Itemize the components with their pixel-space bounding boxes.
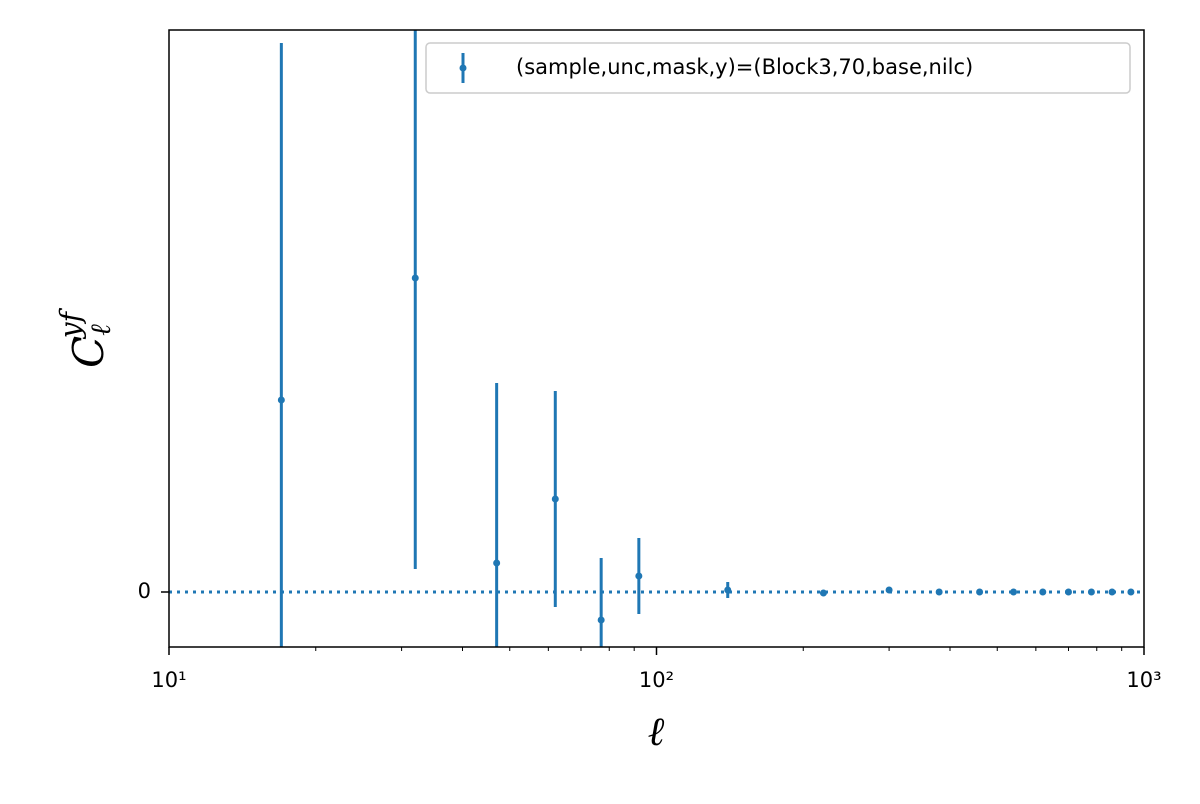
legend-box xyxy=(425,42,1131,94)
marker xyxy=(819,589,827,597)
marker xyxy=(1039,588,1047,596)
legend-label: (sample,unc,mask,y)=(Block3,70,base,nilc… xyxy=(516,55,973,79)
legend-marker xyxy=(459,64,467,72)
marker xyxy=(1064,588,1072,596)
y-axis-label: Cℓyf xyxy=(54,307,117,368)
marker xyxy=(1108,588,1116,596)
legend: (sample,unc,mask,y)=(Block3,70,base,nilc… xyxy=(425,42,1131,94)
marker xyxy=(1087,588,1095,596)
marker xyxy=(277,396,285,404)
axes-frame xyxy=(168,29,1145,648)
x-axis-label: ℓ xyxy=(648,709,665,755)
x-tick-label: 10² xyxy=(639,668,674,692)
marker xyxy=(724,586,732,594)
marker xyxy=(551,495,559,503)
y-label-sub: ℓ xyxy=(84,324,117,336)
y-label-sup: yf xyxy=(54,307,87,340)
marker xyxy=(1010,588,1018,596)
y-label-base: C xyxy=(64,336,113,368)
marker xyxy=(935,588,943,596)
y-tick-label: 0 xyxy=(138,579,151,603)
marker xyxy=(1127,588,1135,596)
marker xyxy=(411,274,419,282)
x-tick-label: 10³ xyxy=(1126,668,1161,692)
marker xyxy=(976,588,984,596)
x-tick-label: 10¹ xyxy=(151,668,186,692)
marker xyxy=(597,616,605,624)
marker xyxy=(635,572,643,580)
plot-area xyxy=(169,30,1144,647)
marker xyxy=(885,586,893,594)
marker xyxy=(493,559,501,567)
